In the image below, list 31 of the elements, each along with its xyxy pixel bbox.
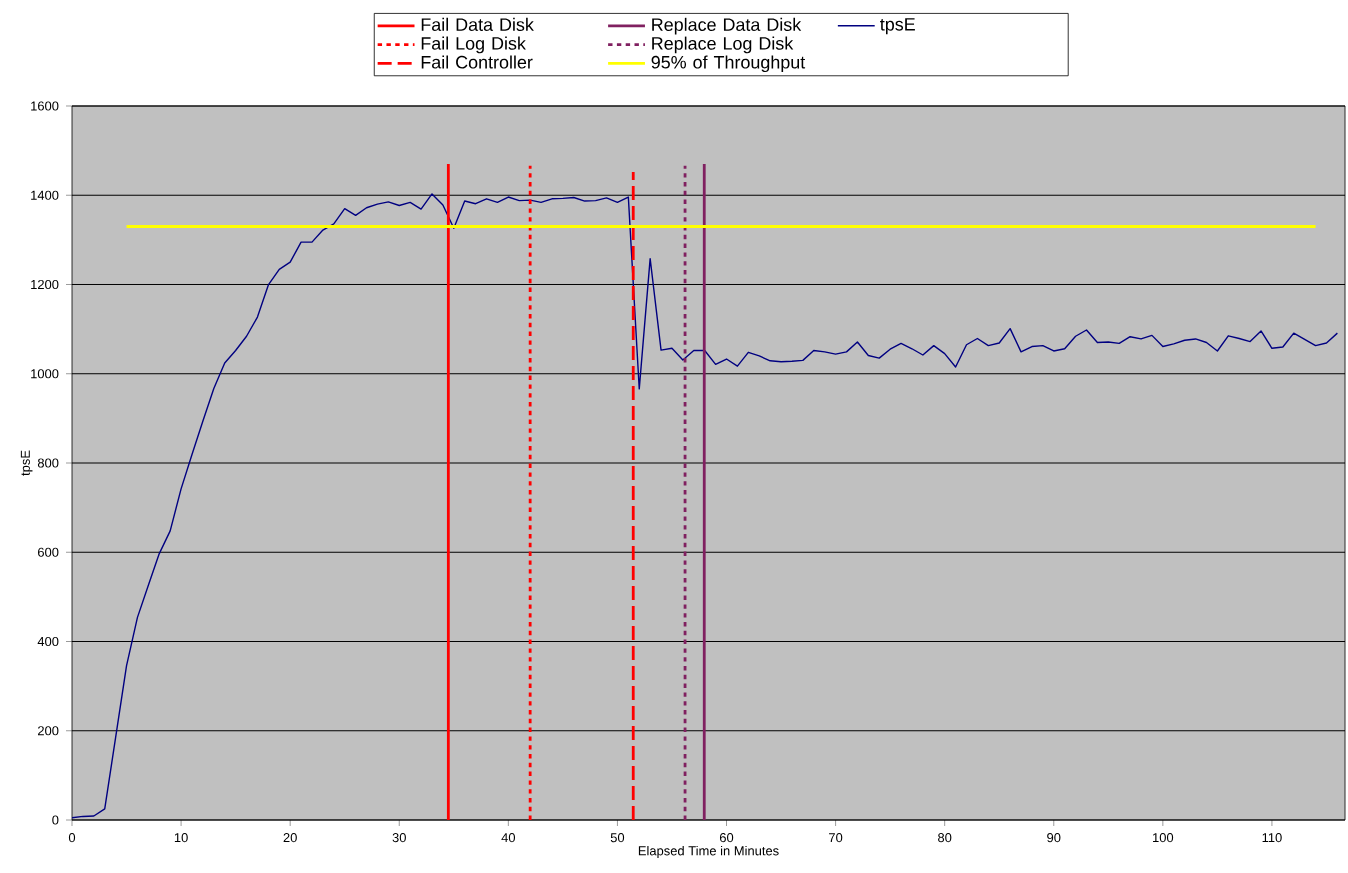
x-tick-label: 50 bbox=[610, 833, 625, 843]
y-tick-label: 1000 bbox=[31, 369, 59, 379]
y-axis-title: tpsE bbox=[20, 450, 33, 476]
x-tick-label: 0 bbox=[68, 833, 76, 843]
x-axis-title: Elapsed Time in Minutes bbox=[638, 845, 779, 858]
x-tick-label: 100 bbox=[1153, 833, 1174, 843]
y-tick-label: 400 bbox=[37, 636, 59, 647]
y-tick-label: 1200 bbox=[31, 279, 59, 290]
x-tick-label: 90 bbox=[1047, 833, 1061, 843]
line-series bbox=[72, 193, 1339, 819]
legend-label: Replace Log Disk bbox=[652, 36, 794, 54]
legend-label: Fail Log Disk bbox=[421, 36, 526, 54]
x-tick-label: 70 bbox=[829, 833, 843, 843]
x-tick-label: 110 bbox=[1262, 833, 1282, 843]
legend-label: Fail Data Disk bbox=[421, 17, 534, 31]
legend-label: 95% of Throughput bbox=[651, 55, 806, 73]
legend-label: Replace Data Disk bbox=[652, 17, 802, 35]
y-tick-label: 1400 bbox=[31, 190, 59, 200]
x-tick-label: 40 bbox=[501, 833, 516, 843]
y-tick-label: 800 bbox=[37, 458, 59, 468]
legend-label: tpsE bbox=[880, 18, 915, 35]
x-tick-label: 60 bbox=[719, 833, 734, 843]
y-tick-label: 600 bbox=[38, 547, 59, 557]
y-tick-label: 1600 bbox=[31, 101, 59, 111]
y-tick-label: 0 bbox=[52, 815, 59, 825]
legend-label: Fail Controller bbox=[421, 55, 533, 69]
x-tick-label: 80 bbox=[938, 833, 952, 843]
x-tick-label: 30 bbox=[392, 833, 406, 843]
y-tick-label: 200 bbox=[38, 726, 59, 736]
x-tick-label: 10 bbox=[174, 833, 188, 843]
x-tick-label: 20 bbox=[283, 833, 297, 843]
